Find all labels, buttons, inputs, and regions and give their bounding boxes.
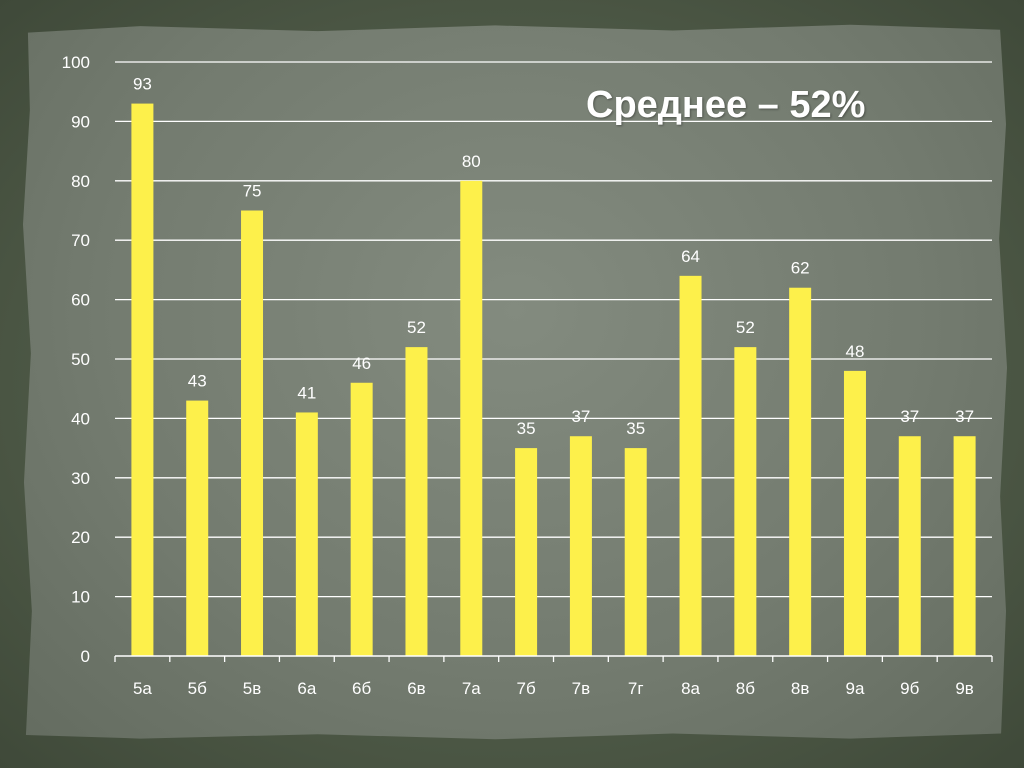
bar-6а (295, 412, 318, 656)
y-tick-label-40: 40 (71, 409, 90, 428)
x-tick-label-7а: 7а (462, 679, 481, 698)
y-axis-tick-labels: 0 10 20 30 40 50 60 70 80 90 100 (62, 53, 90, 666)
data-label-8б: 52 (736, 318, 755, 337)
x-tick-label-6в: 6в (407, 679, 426, 698)
x-tick-label-6б: 6б (352, 679, 371, 698)
y-tick-label-50: 50 (71, 350, 90, 369)
bar-5в (241, 210, 264, 656)
x-axis-tick-labels: 5а 5б 5в 6а 6б 6в 7а 7б 7в 7г 8а 8б 8в 9а 9б 9в (133, 679, 974, 698)
data-label-7в: 37 (571, 407, 590, 426)
x-tick-label-8а: 8а (681, 679, 700, 698)
bar-7б (515, 448, 538, 656)
bar-9а (843, 370, 866, 656)
bar-7в (569, 436, 592, 656)
bar-8в (789, 287, 812, 656)
data-label-8в: 62 (791, 259, 810, 278)
x-tick-label-9б: 9б (900, 679, 919, 698)
bar-5б (186, 400, 209, 656)
x-tick-label-9а: 9а (846, 679, 865, 698)
y-tick-label-90: 90 (71, 112, 90, 131)
x-tick-label-6а: 6а (297, 679, 316, 698)
y-tick-label-60: 60 (71, 291, 90, 310)
bar-6в (405, 347, 428, 656)
bar-9в (953, 436, 976, 656)
y-tick-label-10: 10 (71, 588, 90, 607)
data-label-7г: 35 (626, 419, 645, 438)
bar-8а (679, 275, 702, 656)
x-tick-label-7б: 7б (516, 679, 535, 698)
x-tick-label-9в: 9в (955, 679, 974, 698)
bar-7а (460, 180, 483, 657)
data-labels: 93 43 75 41 46 52 80 35 37 35 64 52 62 48 37 37 (133, 75, 974, 439)
chart-annotation-average: Среднее – 52% (586, 84, 866, 126)
x-tick-label-7г: 7г (628, 679, 644, 698)
x-tick-label-5б: 5б (188, 679, 207, 698)
y-tick-label-80: 80 (71, 172, 90, 191)
data-label-7а: 80 (462, 152, 481, 171)
data-label-5в: 75 (243, 182, 262, 201)
data-label-6а: 41 (297, 383, 316, 402)
x-tick-label-5в: 5в (243, 679, 262, 698)
x-tick-label-8б: 8б (736, 679, 755, 698)
bar-9б (898, 436, 921, 656)
data-label-6б: 46 (352, 354, 371, 373)
bars (131, 103, 976, 657)
data-label-9б: 37 (900, 407, 919, 426)
y-tick-label-0: 0 (81, 647, 90, 666)
x-tick-label-7в: 7в (572, 679, 591, 698)
bar-5а (131, 103, 154, 656)
x-tick-label-5а: 5а (133, 679, 152, 698)
data-label-7б: 35 (517, 419, 536, 438)
bar-7г (624, 448, 647, 656)
x-tick-label-8в: 8в (791, 679, 810, 698)
y-tick-label-100: 100 (62, 53, 90, 72)
data-label-6в: 52 (407, 318, 426, 337)
data-label-5а: 93 (133, 75, 152, 94)
y-tick-label-30: 30 (71, 469, 90, 488)
x-axis (114, 655, 993, 662)
bar-8б (734, 347, 757, 656)
data-label-5б: 43 (188, 372, 207, 391)
y-tick-label-20: 20 (71, 528, 90, 547)
y-tick-label-70: 70 (71, 231, 90, 250)
data-label-8а: 64 (681, 247, 700, 266)
data-label-9а: 48 (846, 342, 865, 361)
bar-6б (350, 382, 373, 656)
data-label-9в: 37 (955, 407, 974, 426)
